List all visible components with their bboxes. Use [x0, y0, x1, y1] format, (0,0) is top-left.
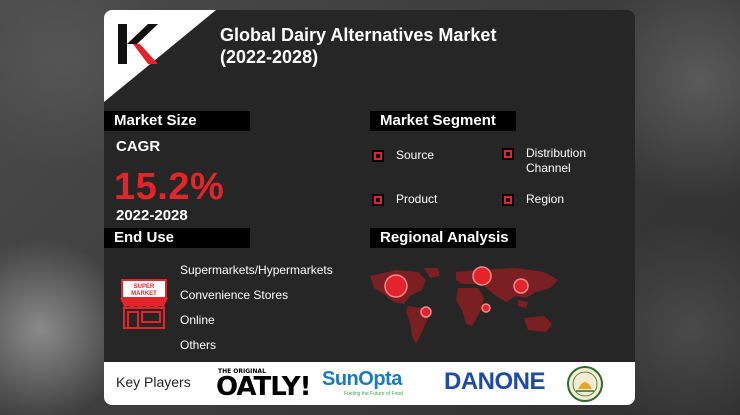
key-players-bar: Key Players THE ORIGINAL OATLY! SunOpta …	[104, 362, 635, 405]
danone-logo: DANONE	[444, 368, 546, 395]
end-use-item: Online	[180, 313, 215, 327]
hain-celestial-logo	[567, 366, 603, 402]
segment-label: Product	[396, 192, 438, 206]
bullet-icon	[372, 194, 384, 206]
title-line-1: Global Dairy Alternatives Market	[220, 25, 497, 45]
cagr-label: CAGR	[116, 138, 161, 155]
market-segment-header: Market Segment	[370, 111, 516, 131]
oatly-wordmark: OATLY!	[216, 372, 311, 402]
world-map-icon	[370, 266, 558, 344]
cagr-value: 15.2%	[114, 166, 225, 208]
market-size-header: Market Size	[104, 111, 250, 131]
page-title: Global Dairy Alternatives Market (2022-2…	[220, 24, 540, 68]
sunopta-logo: SunOpta Fueling the Future of Food	[322, 368, 403, 397]
brand-logo-icon	[118, 24, 158, 64]
svg-text:MARKET: MARKET	[131, 291, 157, 297]
segment-label: Distribution Channel	[526, 146, 587, 175]
segment-label: Region	[526, 192, 565, 206]
regional-analysis-header: Regional Analysis	[370, 228, 516, 248]
sunopta-tagline: Fueling the Future of Food	[344, 391, 403, 397]
end-use-header: End Use	[104, 228, 250, 248]
supermarket-icon: SUPER MARKET	[120, 279, 168, 329]
end-use-item: Supermarkets/Hypermarkets	[180, 263, 333, 277]
sunopta-wordmark: SunOpta	[322, 368, 402, 390]
svg-text:SUPER: SUPER	[134, 284, 155, 290]
key-players-label: Key Players	[116, 374, 191, 390]
bullet-icon	[502, 148, 514, 160]
cagr-period: 2022-2028	[116, 207, 188, 224]
segment-label: Source	[396, 148, 435, 162]
oatly-tagline: THE ORIGINAL	[218, 368, 266, 375]
end-use-item: Convenience Stores	[180, 288, 289, 302]
bullet-icon	[502, 194, 514, 206]
bullet-icon	[372, 150, 384, 162]
title-line-2: (2022-2028)	[220, 47, 319, 67]
infographic-card: Global Dairy Alternatives Market (2022-2…	[104, 10, 635, 405]
end-use-item: Others	[180, 338, 217, 352]
